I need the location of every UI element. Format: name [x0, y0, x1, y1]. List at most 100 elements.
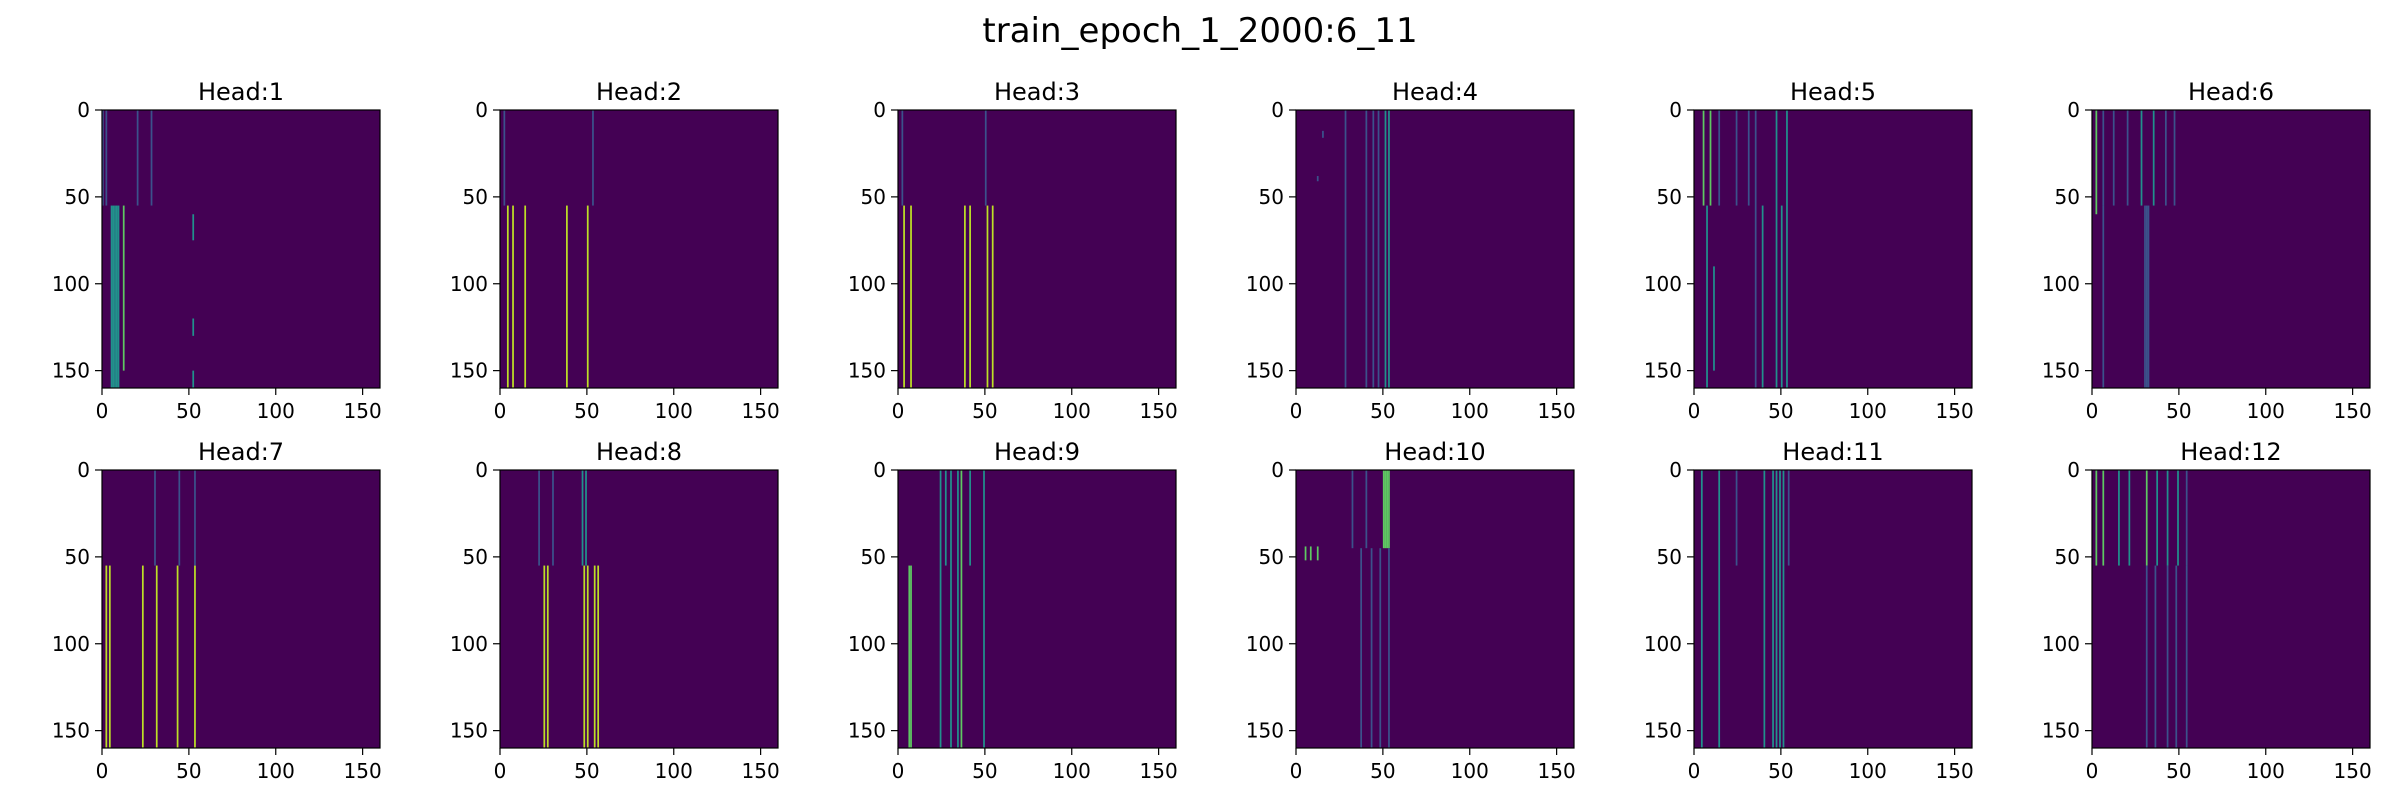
axes-frame [1295, 469, 1575, 749]
heatmap-cell-stripe [1365, 470, 1368, 549]
x-tick-label: 0 [96, 399, 109, 423]
heatmap-background [1296, 110, 1574, 388]
heatmap-cell-stripe [2102, 470, 2105, 566]
heatmap-cell-stripe [1775, 110, 1778, 388]
heatmap-background [1694, 470, 1972, 748]
heatmap-cell-stripe [2166, 470, 2169, 566]
panel-title: Head:10 [1384, 438, 1485, 466]
heatmap-cell-stripe [597, 565, 600, 748]
heatmap-cell-stripe [901, 110, 904, 206]
x-tick-label: 150 [1538, 759, 1576, 783]
heatmap-cell-stripe [1754, 110, 1757, 388]
y-tick-label: 150 [1246, 719, 1284, 743]
heatmap-cell-stripe [2177, 470, 2179, 566]
panel-title: Head:1 [198, 78, 284, 106]
axes-frame [499, 109, 779, 389]
heatmap-cell-stripe [991, 205, 994, 388]
x-tick-label: 150 [1538, 399, 1576, 423]
heatmap-cell-stripe [1365, 110, 1368, 388]
y-tick-label: 100 [1246, 632, 1284, 656]
heatmap-cell-stripe [593, 565, 596, 748]
heatmap-cell-stripe [2145, 470, 2148, 566]
x-tick-label: 100 [257, 759, 295, 783]
y-tick-label: 150 [450, 719, 488, 743]
x-tick-label: 100 [655, 759, 693, 783]
heatmap-cell-stripe [1351, 470, 1354, 549]
heatmap-cell-stripe [546, 565, 549, 748]
heatmap-cell-stripe [957, 470, 959, 748]
heatmap-background [102, 470, 380, 748]
y-tick-label: 150 [848, 359, 886, 383]
heatmap-cell-stripe [586, 205, 589, 388]
heatmap-cell-stripe [939, 470, 942, 748]
y-tick-label: 0 [1271, 458, 1284, 482]
x-tick-label: 0 [1688, 759, 1701, 783]
heatmap-cell-stripe [503, 110, 506, 206]
heatmap-cell-stripe [1388, 110, 1390, 388]
heatmap-cell-stripe [903, 205, 905, 388]
axes-frame [897, 469, 1177, 749]
x-tick-label: 150 [344, 399, 382, 423]
y-tick-label: 100 [2042, 272, 2080, 296]
heatmap-cell-stripe [2185, 565, 2188, 748]
y-tick-label: 150 [2042, 359, 2080, 383]
heatmap-cell-stripe [2147, 205, 2150, 388]
heatmap-cell-stripe [2166, 565, 2169, 748]
x-tick-label: 100 [1849, 399, 1887, 423]
heatmap-cell-stripe [964, 205, 966, 388]
heatmap-cell-stripe [581, 470, 584, 566]
heatmap-cell-stripe [2175, 565, 2178, 748]
heatmap-cell-stripe [910, 565, 912, 748]
heatmap-cell-stripe [150, 110, 153, 206]
heatmap-cell-stripe [117, 205, 120, 388]
heatmap-cell-stripe [583, 565, 586, 748]
y-tick-label: 50 [1657, 185, 1682, 209]
y-tick-label: 100 [450, 272, 488, 296]
x-tick-label: 100 [655, 399, 693, 423]
heatmap-cell-stripe [112, 205, 115, 388]
heatmap-cell-stripe [2128, 470, 2131, 566]
x-tick-label: 50 [574, 399, 599, 423]
heatmap-cell-stripe [1702, 110, 1705, 206]
heatmap-cell-stripe [110, 205, 113, 388]
x-tick-label: 50 [574, 759, 599, 783]
panel-title: Head:5 [1790, 78, 1876, 106]
x-tick-label: 0 [494, 759, 507, 783]
panel-title: Head:2 [596, 78, 682, 106]
heatmap-cell-stripe [1322, 130, 1324, 138]
heatmap-cell-stripe [2102, 110, 2105, 206]
heatmap-cell-stripe [1316, 546, 1319, 561]
y-tick-label: 100 [450, 632, 488, 656]
axes-frame [1693, 469, 1973, 749]
panel-title: Head:9 [994, 438, 1080, 466]
y-tick-label: 50 [2055, 545, 2080, 569]
x-tick-label: 100 [1451, 759, 1489, 783]
x-tick-label: 50 [972, 399, 997, 423]
panel-title: Head:6 [2188, 78, 2274, 106]
y-tick-label: 50 [1657, 545, 1682, 569]
heatmap-cell-stripe [2154, 565, 2157, 748]
heatmap-cell-stripe [2152, 110, 2155, 206]
heatmap-cell-stripe [1384, 110, 1387, 388]
axes-frame [2091, 469, 2371, 749]
heatmap-cell-stripe [1316, 176, 1319, 182]
y-tick-label: 0 [475, 458, 488, 482]
heatmap-background [102, 110, 380, 388]
axes-frame [1693, 109, 1973, 389]
heatmap-cell-stripe [2140, 110, 2143, 206]
y-tick-label: 0 [77, 458, 90, 482]
heatmap-cell-stripe [512, 205, 514, 388]
heatmap-cell-stripe [2144, 205, 2146, 388]
heatmap-cell-stripe [1372, 110, 1375, 388]
heatmap-cell-stripe [141, 565, 144, 748]
axes-frame [101, 469, 381, 749]
y-tick-label: 0 [77, 98, 90, 122]
y-tick-label: 100 [848, 632, 886, 656]
x-tick-label: 0 [892, 759, 905, 783]
axes-frame [897, 109, 1177, 389]
